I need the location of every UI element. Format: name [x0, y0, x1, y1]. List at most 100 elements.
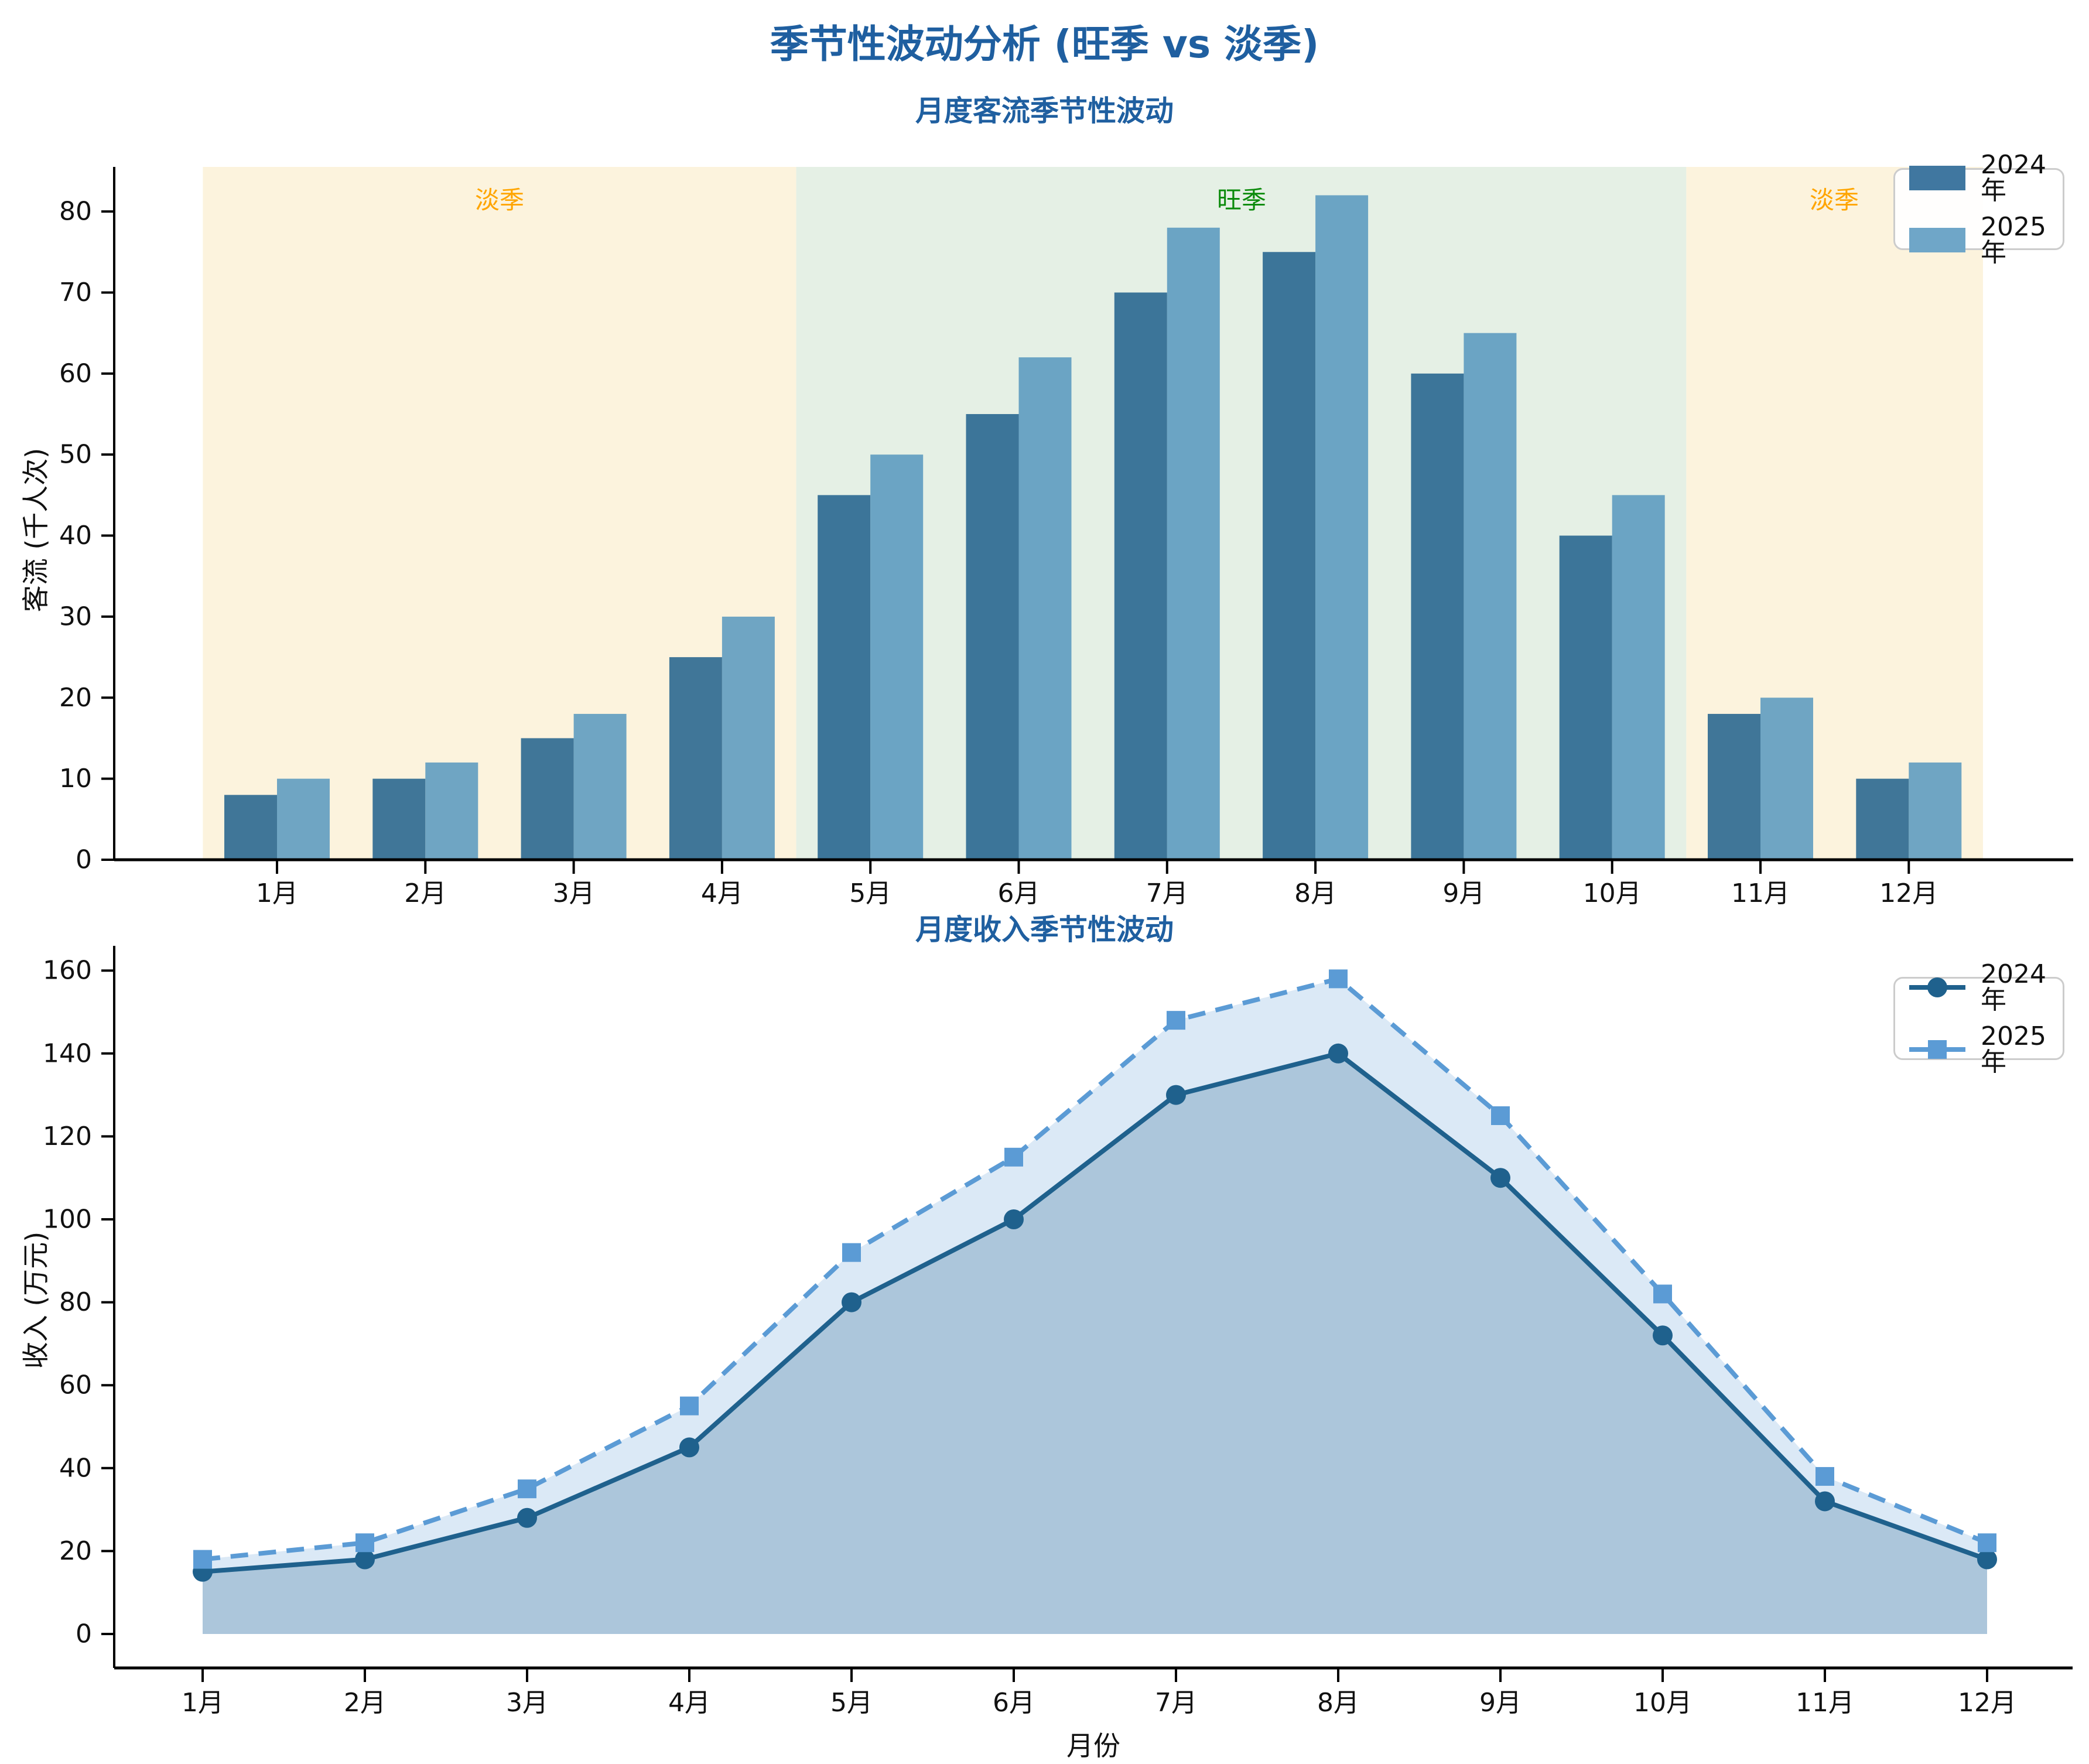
y-ticks: 0 10 20 30 40 50 60 70 80 [59, 197, 114, 875]
svg-text:60: 60 [59, 358, 92, 388]
data-point [355, 1533, 374, 1553]
svg-text:40: 40 [59, 1453, 92, 1483]
revenue-legend: 2024年 2025年 [1893, 962, 2064, 1075]
revenue-x-axis-label: 月份 [1066, 1730, 1120, 1762]
svg-text:10: 10 [59, 764, 92, 794]
legend-label-2025: 2025年 [1981, 212, 2046, 268]
svg-text:2月: 2月 [404, 878, 446, 908]
svg-text:60: 60 [59, 1370, 92, 1400]
svg-text:9月: 9月 [1442, 878, 1485, 908]
bar [966, 414, 1019, 860]
bar [669, 657, 722, 860]
svg-text:0: 0 [76, 1619, 92, 1649]
legend-row-2025: 2025年 [1909, 1024, 2049, 1075]
passenger-legend: 2024年 2025年 [1893, 152, 2064, 266]
svg-text:120: 120 [43, 1122, 92, 1151]
svg-text:9月: 9月 [1479, 1688, 1522, 1718]
data-point [1491, 1106, 1510, 1125]
offseason-label-right: 淡季 [1809, 186, 1859, 214]
line-swatch-2024 [1909, 975, 1965, 1000]
data-point [1166, 1085, 1186, 1105]
bar [521, 738, 574, 860]
bar [722, 616, 775, 860]
svg-text:3月: 3月 [553, 878, 595, 908]
svg-text:8月: 8月 [1294, 878, 1336, 908]
svg-text:80: 80 [59, 197, 92, 227]
data-point [1653, 1325, 1673, 1346]
bar-series-2025年 [277, 195, 1962, 860]
data-point [1978, 1533, 1996, 1553]
data-point [355, 1549, 375, 1570]
svg-text:7月: 7月 [1155, 1688, 1197, 1718]
peakseason-label: 旺季 [1216, 186, 1267, 214]
bar [818, 495, 871, 860]
season-band [203, 167, 796, 860]
svg-text:12月: 12月 [1879, 878, 1938, 908]
svg-text:20: 20 [59, 1536, 92, 1566]
bar [1760, 698, 1813, 860]
svg-text:1月: 1月 [256, 878, 298, 908]
data-point [1004, 1209, 1024, 1229]
markers-2024年 [193, 1043, 1997, 1582]
bar [277, 778, 330, 860]
svg-text:4月: 4月 [701, 878, 743, 908]
data-point [518, 1479, 536, 1499]
svg-text:20: 20 [59, 683, 92, 713]
svg-text:1月: 1月 [182, 1688, 224, 1718]
data-point [1977, 1549, 1997, 1570]
svg-text:4月: 4月 [668, 1688, 710, 1718]
svg-text:5月: 5月 [830, 1688, 873, 1718]
data-point [842, 1292, 861, 1312]
bar [1559, 535, 1612, 860]
data-point [1329, 969, 1348, 989]
svg-text:140: 140 [43, 1038, 92, 1068]
svg-text:50: 50 [59, 440, 92, 470]
data-point [193, 1550, 212, 1569]
svg-text:70: 70 [59, 278, 92, 307]
data-point [1653, 1284, 1672, 1304]
line-2024年 [202, 1051, 1988, 1574]
line-swatch-2025 [1909, 1037, 1965, 1062]
bar [1315, 195, 1369, 860]
bar [1167, 227, 1220, 860]
svg-text:10月: 10月 [1583, 878, 1642, 908]
x-ticks: 1月 2月 3月 4月 5月 6月 7月 8月 9月 10月 11月 12月 [182, 1668, 2016, 1718]
legend-label-2024: 2024年 [1981, 150, 2046, 206]
bar-swatch-2025 [1909, 228, 1965, 252]
bar [224, 795, 277, 860]
bar [425, 762, 478, 860]
y-ticks: 0 20 40 60 80 100 120 140 160 [43, 956, 114, 1649]
bar [1411, 373, 1464, 860]
svg-text:6月: 6月 [993, 1688, 1035, 1718]
data-point [1328, 1043, 1348, 1064]
page-title: 季节性波动分析 (旺季 vs 淡季) [770, 22, 1319, 67]
revenue-y-axis-label: 收入 (万元) [20, 1231, 52, 1369]
passenger-y-axis-label: 客流 (千人次) [20, 447, 52, 613]
svg-text:100: 100 [43, 1205, 92, 1235]
season-band [796, 167, 1687, 860]
legend-row-2024: 2024年 [1909, 152, 2049, 204]
bar [1464, 333, 1517, 860]
data-point [1816, 1466, 1834, 1486]
bar [1263, 252, 1316, 860]
bar-groups [224, 195, 1962, 860]
data-point [842, 1243, 861, 1262]
offseason-label-left: 淡季 [474, 186, 525, 214]
bar [870, 454, 924, 860]
data-point [1167, 1011, 1185, 1030]
svg-text:10月: 10月 [1633, 1688, 1692, 1718]
data-point [1004, 1147, 1023, 1167]
svg-text:2月: 2月 [344, 1688, 386, 1718]
svg-text:11月: 11月 [1796, 1688, 1854, 1718]
data-point [679, 1437, 699, 1458]
data-point [1815, 1491, 1835, 1512]
passenger-chart-title: 月度客流季节性波动 [915, 94, 1174, 128]
area-fill-2025年 [203, 979, 1987, 1634]
bar [1018, 357, 1072, 860]
svg-text:3月: 3月 [506, 1688, 548, 1718]
bar [1909, 762, 1962, 860]
data-point [193, 1561, 213, 1582]
revenue-chart-title: 月度收入季节性波动 [915, 913, 1174, 946]
markers-2025年 [193, 969, 1996, 1569]
